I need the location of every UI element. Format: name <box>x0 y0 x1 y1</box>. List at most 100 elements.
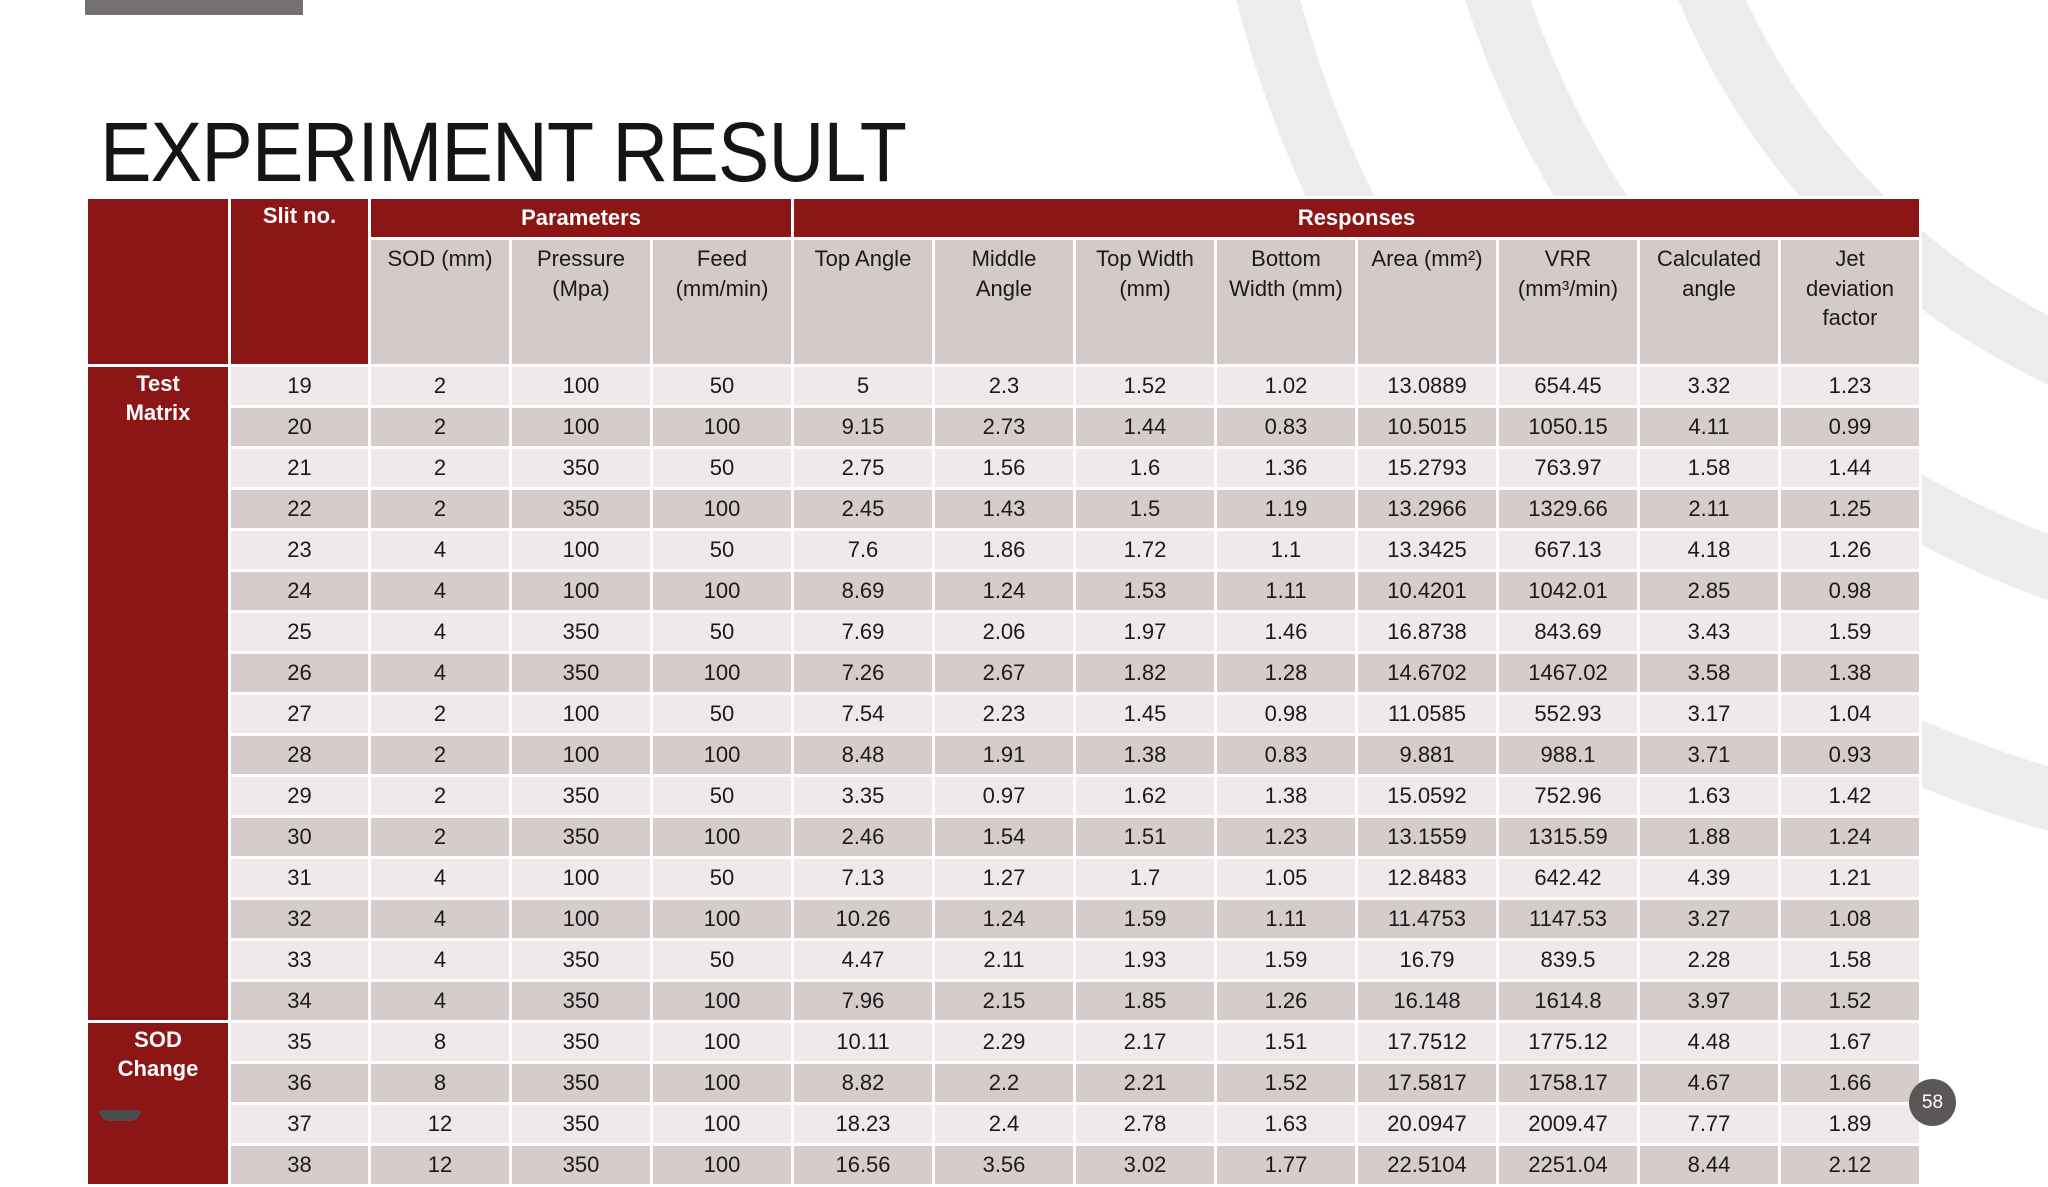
table-cell: 100 <box>650 1020 794 1064</box>
table-cell: 11.0585 <box>1355 692 1499 736</box>
table-cell: 1.77 <box>1214 1143 1358 1187</box>
row-group-label: SOD Change <box>85 1020 231 1187</box>
table-cell: 2.75 <box>791 446 935 490</box>
table-row: 32 4 100 100 10.26 1.24 1.59 1.11 11.4753 1147.53… <box>87 897 1923 941</box>
table-cell: 8.69 <box>791 569 935 613</box>
table-row: 34 4 350 100 7.96 2.15 1.85 1.26 16.148 1614.8 3.9… <box>87 979 1923 1023</box>
table-cell: 32 <box>228 897 371 941</box>
table-cell: 350 <box>509 651 653 695</box>
table-cell: 4.18 <box>1637 528 1781 572</box>
col-subheader-resp-0: Top Angle <box>791 237 935 367</box>
table-cell: 3.17 <box>1637 692 1781 736</box>
col-subheader-resp-5: VRR (mm³/min) <box>1496 237 1640 367</box>
table-cell: 988.1 <box>1496 733 1640 777</box>
table-row: 24 4 100 100 8.69 1.24 1.53 1.11 10.4201 1042.01 2… <box>87 569 1923 613</box>
table-cell: 28 <box>228 733 371 777</box>
slide-background: { "slide": { "title": "EXPERIMENT RESULT… <box>85 0 2048 1187</box>
table-row: 20 2 100 100 9.15 2.73 1.44 0.83 10.5015 1050.15 4… <box>87 405 1923 449</box>
table-cell: 4 <box>368 610 512 654</box>
table-cell: 1.53 <box>1073 569 1217 613</box>
table-cell: 3.27 <box>1637 897 1781 941</box>
table-cell: 1.11 <box>1214 569 1358 613</box>
table-cell: 1.52 <box>1214 1061 1358 1105</box>
table-cell: 1.26 <box>1777 528 1923 572</box>
table-cell: 350 <box>509 1020 653 1064</box>
table-cell: 20.0947 <box>1355 1102 1499 1146</box>
logo-fragment <box>99 1110 141 1121</box>
table-cell: 5 <box>791 364 935 408</box>
table-cell: 2.67 <box>932 651 1076 695</box>
table-cell: 19 <box>228 364 371 408</box>
table-cell: 100 <box>650 1061 794 1105</box>
table-cell: 839.5 <box>1496 938 1640 982</box>
table-cell: 1.58 <box>1637 446 1781 490</box>
table-cell: 50 <box>650 528 794 572</box>
table-cell: 1.02 <box>1214 364 1358 408</box>
table-cell: 13.0889 <box>1355 364 1499 408</box>
table-cell: 2.17 <box>1073 1020 1217 1064</box>
table-row: 33 4 350 50 4.47 2.11 1.93 1.59 16.79 839.5 2.28 1.… <box>87 938 1923 982</box>
table-cell: 3.58 <box>1637 651 1781 695</box>
results-table: Slit no. Parameters Responses SOD (mm) Press… <box>85 196 1923 1187</box>
table-cell: 17.7512 <box>1355 1020 1499 1064</box>
table-cell: 100 <box>650 979 794 1023</box>
table-cell: 7.13 <box>791 856 935 900</box>
table-cell: 1.05 <box>1214 856 1358 900</box>
table-cell: 2.29 <box>932 1020 1076 1064</box>
table-cell: 2.78 <box>1073 1102 1217 1146</box>
table-cell: 7.6 <box>791 528 935 572</box>
table-cell: 2.73 <box>932 405 1076 449</box>
table-cell: 7.77 <box>1637 1102 1781 1146</box>
table-cell: 1.04 <box>1777 692 1923 736</box>
table-row: 36 8 350 100 8.82 2.2 2.21 1.52 17.5817 1758.17 4.… <box>87 1061 1923 1105</box>
table-cell: 1329.66 <box>1496 487 1640 531</box>
table-cell: 1.27 <box>932 856 1076 900</box>
table-cell: 50 <box>650 856 794 900</box>
table-head: Slit no. Parameters Responses SOD (mm) Press… <box>85 196 1923 367</box>
table-cell: 3.97 <box>1637 979 1781 1023</box>
accent-bar <box>85 0 303 15</box>
col-subheader-resp-7: Jet deviation factor <box>1777 237 1923 367</box>
table-cell: 0.97 <box>932 774 1076 818</box>
table-cell: 1.24 <box>932 897 1076 941</box>
table-cell: 100 <box>650 569 794 613</box>
table-cell: 7.54 <box>791 692 935 736</box>
table-cell: 2 <box>368 692 512 736</box>
col-header-parameters: Parameters <box>368 196 794 240</box>
table-cell: 1.6 <box>1073 446 1217 490</box>
table-cell: 2 <box>368 487 512 531</box>
page-title: EXPERIMENT RESULT <box>100 105 907 200</box>
table-cell: 18.23 <box>791 1102 935 1146</box>
table-cell: 100 <box>650 1143 794 1187</box>
table-row: 22 2 350 100 2.45 1.43 1.5 1.19 13.2966 1329.66 2.… <box>87 487 1923 531</box>
table-cell: 350 <box>509 815 653 859</box>
table-cell: 9.15 <box>791 405 935 449</box>
table-cell: 16.8738 <box>1355 610 1499 654</box>
table-cell: 1.21 <box>1777 856 1923 900</box>
table-cell: 2 <box>368 446 512 490</box>
table-cell: 1.51 <box>1214 1020 1358 1064</box>
table-cell: 11.4753 <box>1355 897 1499 941</box>
table-cell: 4 <box>368 651 512 695</box>
table-cell: 12.8483 <box>1355 856 1499 900</box>
table-cell: 35 <box>228 1020 371 1064</box>
table-cell: 1614.8 <box>1496 979 1640 1023</box>
table-cell: 642.42 <box>1496 856 1640 900</box>
table-cell: 1.67 <box>1777 1020 1923 1064</box>
table-cell: 843.69 <box>1496 610 1640 654</box>
table-cell: 350 <box>509 446 653 490</box>
table-cell: 1042.01 <box>1496 569 1640 613</box>
table-row: 37 12 350 100 18.23 2.4 2.78 1.63 20.0947 2009.47… <box>87 1102 1923 1146</box>
table-cell: 0.83 <box>1214 733 1358 777</box>
table-cell: 100 <box>650 405 794 449</box>
col-subheader-resp-1: Middle Angle <box>932 237 1076 367</box>
table-cell: 2.2 <box>932 1061 1076 1105</box>
table-cell: 1.54 <box>932 815 1076 859</box>
table-cell: 1.63 <box>1214 1102 1358 1146</box>
table-row: Test Matrix 19 2 100 50 5 2.3 1.52 1.02 13.0889 65… <box>85 364 1923 1023</box>
table-row: 31 4 100 50 7.13 1.27 1.7 1.05 12.8483 642.42 4.39… <box>87 856 1923 900</box>
table-cell: 1.63 <box>1637 774 1781 818</box>
table-cell: 2 <box>368 733 512 777</box>
table-cell: 667.13 <box>1496 528 1640 572</box>
table-cell: 1.52 <box>1777 979 1923 1023</box>
